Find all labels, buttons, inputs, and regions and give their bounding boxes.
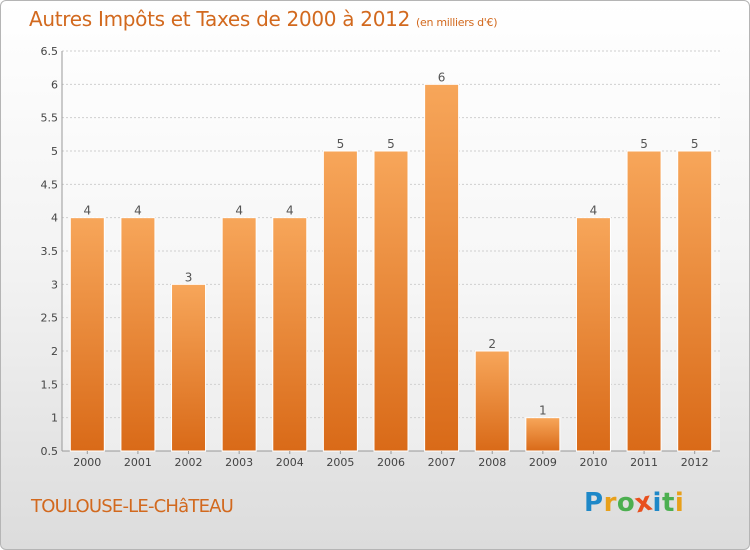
- x-tick-label: 2004: [276, 456, 304, 469]
- y-tick-label: 5.5: [41, 112, 59, 125]
- bar-value-label: 4: [286, 204, 294, 218]
- bar: [120, 217, 156, 452]
- x-tick-label: 2007: [428, 456, 456, 469]
- bar-value-label: 3: [185, 270, 193, 284]
- x-tick-label: 2005: [326, 456, 354, 469]
- bar-value-label: 1: [539, 404, 547, 418]
- x-tick-label: 2006: [377, 456, 405, 469]
- bar: [322, 150, 358, 452]
- bar-value-label: 5: [640, 137, 648, 151]
- logo-letter: r: [603, 488, 617, 518]
- bar: [424, 83, 460, 452]
- chart-title: Autres Impôts et Taxes de 2000 à 2012 (en…: [29, 7, 497, 31]
- bar: [69, 217, 105, 452]
- logo-letter: P: [584, 488, 604, 518]
- y-tick-label: 2: [51, 345, 58, 358]
- x-tick-label: 2000: [73, 456, 101, 469]
- y-tick-label: 4.5: [41, 178, 59, 191]
- bar: [171, 283, 207, 452]
- y-tick-label: 6: [51, 78, 58, 91]
- bar: [474, 350, 510, 452]
- y-tick-label: 3.5: [41, 245, 59, 258]
- bar-value-label: 4: [590, 204, 598, 218]
- logo-letter: o: [616, 488, 636, 518]
- bar: [626, 150, 662, 452]
- y-tick-label: 2.5: [41, 312, 59, 325]
- x-tick-label: 2012: [681, 456, 709, 469]
- bar-value-label: 5: [337, 137, 345, 151]
- x-tick-label: 2010: [579, 456, 607, 469]
- y-tick-label: 1: [51, 412, 58, 425]
- bar-value-label: 4: [83, 204, 91, 218]
- bar-value-label: 4: [235, 204, 243, 218]
- y-tick-label: 5: [51, 145, 58, 158]
- logo-letter: i: [674, 488, 685, 518]
- bar-value-label: 4: [134, 204, 142, 218]
- place-name: TOULOUSE-LE-CHâTEAU: [31, 496, 234, 517]
- bar: [221, 217, 257, 452]
- logo-letter: t: [661, 488, 675, 518]
- bar: [575, 217, 611, 452]
- x-tick-label: 2009: [529, 456, 557, 469]
- y-tick-label: 4: [51, 212, 58, 225]
- x-tick-label: 2008: [478, 456, 506, 469]
- x-tick-label: 2001: [124, 456, 152, 469]
- bar: [272, 217, 308, 452]
- bar: [677, 150, 713, 452]
- chart-title-text: Autres Impôts et Taxes de 2000 à 2012: [29, 7, 410, 31]
- bar-value-label: 5: [691, 137, 699, 151]
- x-tick-label: 2003: [225, 456, 253, 469]
- y-tick-label: 6.5: [41, 45, 59, 58]
- y-tick-label: 1.5: [41, 378, 59, 391]
- bar: [373, 150, 409, 452]
- x-tick-label: 2002: [175, 456, 203, 469]
- bar-value-label: 5: [387, 137, 395, 151]
- bar-value-label: 2: [488, 337, 496, 351]
- logo-letter: i: [652, 488, 662, 518]
- y-tick-label: 0.5: [41, 445, 59, 458]
- y-tick-label: 3: [51, 278, 58, 291]
- bar: [525, 417, 561, 452]
- chart-unit-label: (en milliers d'€): [416, 16, 498, 29]
- bar-value-label: 6: [438, 70, 446, 84]
- x-tick-label: 2011: [630, 456, 658, 469]
- proxiti-logo[interactable]: Proxiti: [584, 487, 685, 520]
